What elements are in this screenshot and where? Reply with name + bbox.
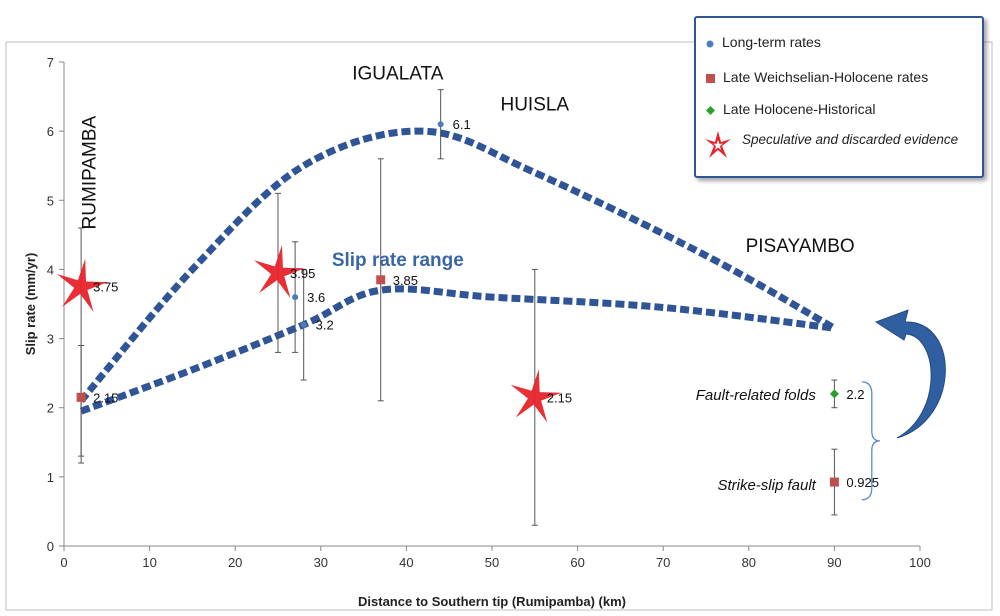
y-axis-title: Slip rate (mm/yr) [23,253,38,356]
holocene-point [829,389,839,399]
y-tick-label: 6 [47,124,54,139]
annotation-brace [861,381,880,501]
weichselian-point [76,392,86,402]
long-term-point [292,294,299,301]
x-tick-label: 40 [399,555,413,570]
data-label: 3.75 [93,280,118,295]
chart-border [5,41,993,611]
envelope-label: Slip rate range [332,250,464,271]
envelope-lower-curve [79,285,835,415]
legend-item-long-term: Long-term rates [706,34,821,51]
legend-item-holocene: Late Holocene-Historical [706,101,876,118]
legend-label: Late Holocene-Historical [723,101,876,117]
y-tick-label: 0 [47,539,54,554]
circle-marker-icon [706,35,714,51]
x-tick-label: 30 [314,555,328,570]
site-label: IGUALATA [352,63,443,84]
x-tick-label: 20 [228,555,242,570]
legend-item-weichselian: Late Weichselian-Holocene rates [706,69,928,86]
data-label: 3.6 [307,290,325,305]
x-tick-label: 10 [142,555,156,570]
x-tick-label: 50 [485,555,499,570]
x-axis-title: Distance to Southern tip (Rumipamba) (km… [358,594,626,609]
legend-label: Late Weichselian-Holocene rates [723,69,929,85]
site-label: RUMIPAMBA [80,115,101,229]
y-tick-label: 2 [47,401,54,416]
envelope-upper-curve [78,127,837,404]
weichselian-point [829,477,839,487]
curved-arrow-icon [874,309,946,439]
x-tick-label: 60 [570,555,584,570]
site-label: HUISLA [500,94,569,115]
star-marker-icon [704,130,732,163]
y-tick-label: 1 [47,470,54,485]
x-tick-label: 0 [60,555,67,570]
long-term-point [300,321,307,328]
data-label: 3.85 [393,273,418,288]
y-tick-label: 4 [47,262,54,277]
y-tick-label: 7 [47,55,54,70]
data-label: 2.15 [547,390,572,405]
data-label: 3.2 [316,318,334,333]
weichselian-point [376,275,386,285]
x-tick-label: 80 [742,555,756,570]
data-label: 6.1 [453,117,471,132]
y-tick-label: 5 [47,193,54,208]
speculative-star-point [510,369,562,423]
data-label: 2.2 [846,387,864,402]
speculative-star-point [253,244,305,299]
x-tick-label: 70 [656,555,670,570]
speculative-star-point [57,258,108,312]
site-label: PISAYAMBO [746,236,855,257]
square-marker-icon [706,70,715,86]
data-label: 3.95 [290,266,315,281]
legend-item-speculative: Speculative and discarded evidence [704,130,967,163]
data-label: 0.925 [846,475,879,490]
diamond-marker-icon [706,102,715,118]
data-label: 2.15 [93,390,118,405]
annotation-label: Strike-slip fault [717,477,816,494]
x-tick-label: 100 [909,555,931,570]
long-term-point [437,121,444,128]
annotation-label: Fault-related folds [696,387,817,404]
legend: Long-term rates Late Weichselian-Holocen… [694,16,984,178]
legend-label: Speculative and discarded evidence [742,132,959,147]
x-tick-label: 90 [827,555,841,570]
y-tick-label: 3 [47,332,54,347]
legend-label: Long-term rates [722,34,821,50]
